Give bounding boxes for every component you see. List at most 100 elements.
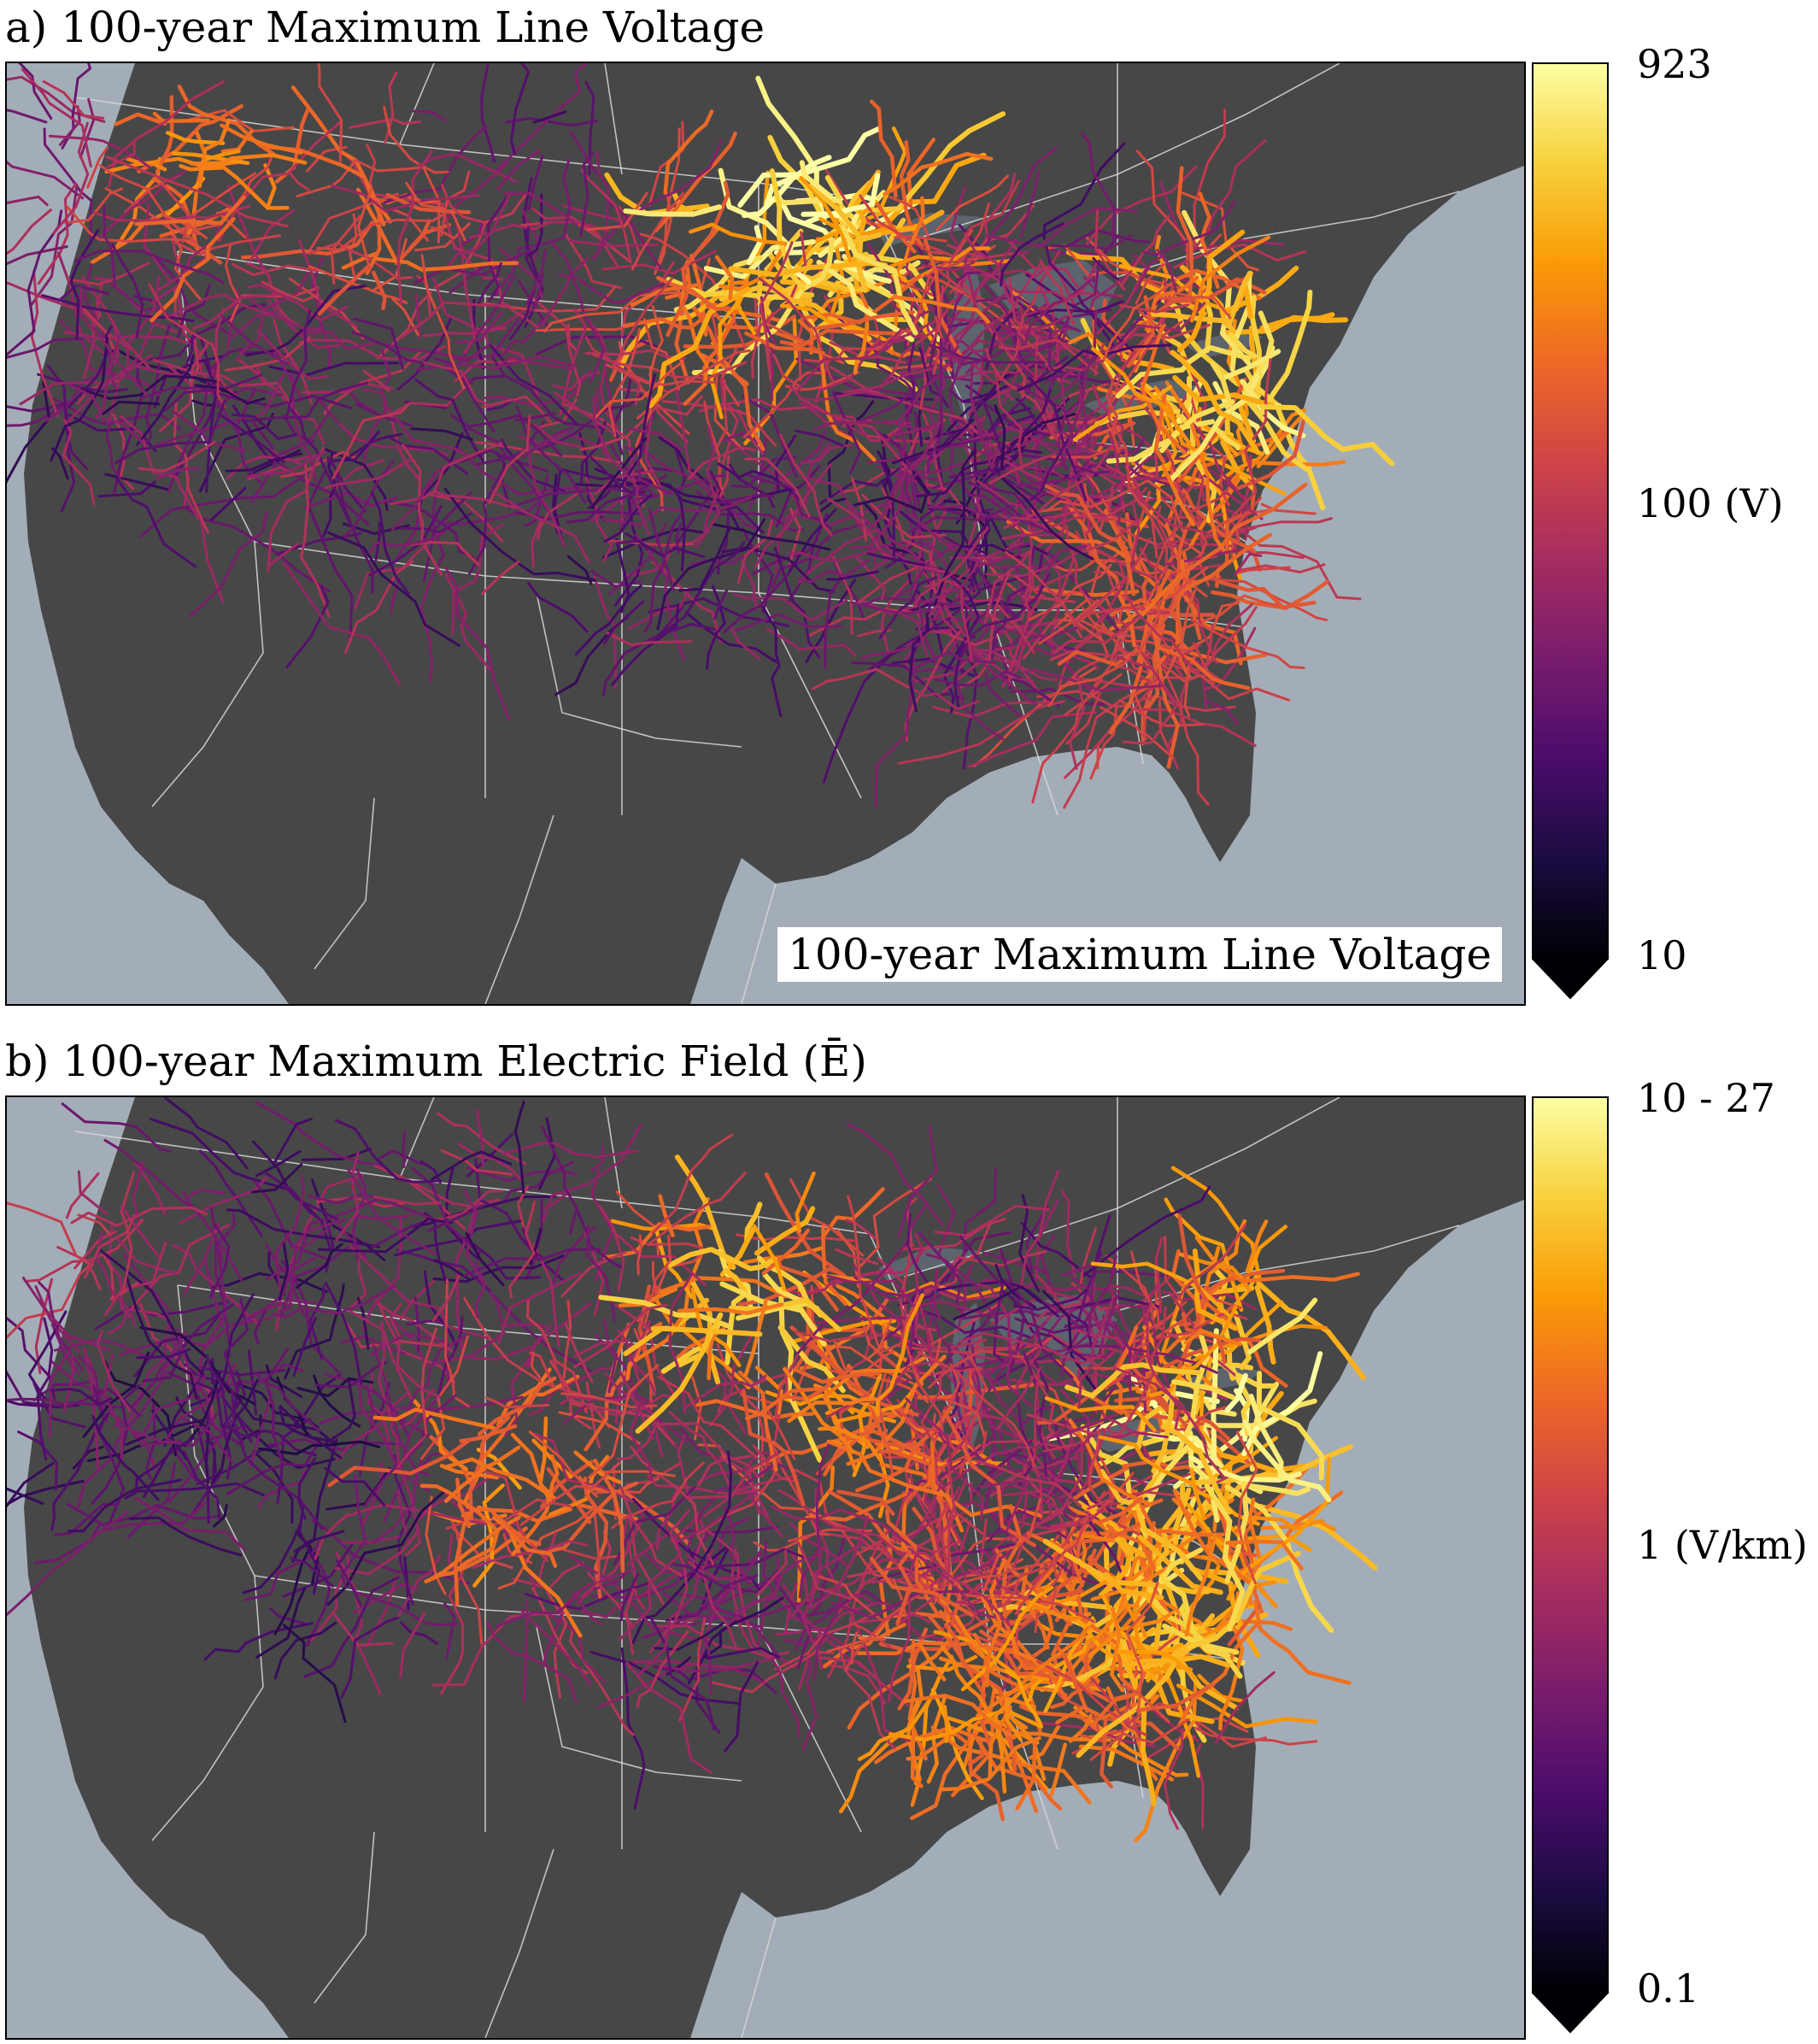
- transmission-line: [450, 414, 563, 457]
- transmission-line: [708, 1334, 753, 1427]
- transmission-line: [574, 1207, 623, 1269]
- transmission-line: [720, 506, 765, 534]
- transmission-line: [1156, 505, 1176, 557]
- transmission-line: [136, 354, 195, 446]
- transmission-line: [951, 1549, 1014, 1580]
- transmission-line: [1163, 482, 1308, 599]
- transmission-line: [587, 1364, 660, 1479]
- transmission-line: [860, 643, 923, 661]
- transmission-line: [713, 407, 739, 489]
- transmission-line: [561, 204, 625, 222]
- transmission-line: [1076, 1501, 1162, 1566]
- transmission-line: [1011, 511, 1076, 521]
- transmission-line: [1118, 699, 1205, 727]
- transmission-line: [7, 1511, 129, 1617]
- transmission-line: [929, 344, 1046, 364]
- transmission-line: [771, 1506, 909, 1546]
- transmission-line: [1147, 1437, 1195, 1499]
- transmission-line: [247, 283, 349, 322]
- transmission-line: [554, 391, 615, 435]
- transmission-line: [836, 261, 904, 304]
- transmission-line: [209, 486, 247, 522]
- transmission-line: [187, 1189, 226, 1199]
- transmission-line: [372, 1389, 409, 1436]
- transmission-line: [625, 1588, 636, 1655]
- transmission-line: [787, 548, 893, 562]
- transmission-line: [67, 325, 113, 408]
- transmission-line: [1054, 1643, 1080, 1691]
- transmission-line: [245, 450, 326, 478]
- transmission-line: [1090, 1261, 1232, 1319]
- transmission-line: [1004, 1278, 1074, 1379]
- transmission-line: [1059, 620, 1135, 690]
- transmission-line: [225, 452, 303, 473]
- transmission-line: [597, 1592, 724, 1709]
- transmission-line: [1116, 539, 1136, 596]
- transmission-line: [340, 1536, 400, 1544]
- transmission-line: [689, 222, 788, 246]
- transmission-line: [1094, 208, 1126, 291]
- transmission-line: [562, 158, 572, 238]
- transmission-line: [981, 1439, 1070, 1450]
- transmission-line: [1057, 414, 1068, 471]
- transmission-line: [443, 1457, 557, 1501]
- transmission-line: [431, 1275, 460, 1322]
- transmission-line: [1235, 1430, 1258, 1585]
- transmission-line: [441, 205, 539, 329]
- transmission-line: [558, 1411, 641, 1445]
- transmission-line: [1004, 1669, 1043, 1726]
- transmission-line: [971, 315, 1068, 353]
- transmission-line: [1176, 229, 1246, 353]
- transmission-line: [918, 1335, 954, 1383]
- transmission-line: [982, 549, 1030, 630]
- transmission-line: [175, 1396, 210, 1483]
- transmission-line: [787, 1532, 830, 1542]
- transmission-line: [1211, 579, 1329, 610]
- transmission-line: [942, 250, 1030, 331]
- transmission-line: [744, 1201, 763, 1242]
- transmission-line: [1069, 471, 1169, 482]
- transmission-line: [635, 533, 686, 661]
- transmission-line: [866, 1318, 893, 1360]
- transmission-line: [594, 1514, 601, 1582]
- transmission-line: [530, 1351, 542, 1379]
- transmission-line: [1094, 342, 1105, 376]
- transmission-line: [1177, 1213, 1209, 1303]
- transmission-line: [713, 589, 728, 620]
- transmission-line: [643, 513, 683, 633]
- transmission-line: [925, 1253, 997, 1320]
- transmission-line: [1173, 1224, 1246, 1305]
- transmission-line: [1214, 1671, 1276, 1744]
- transmission-line: [562, 1300, 572, 1379]
- transmission-line: [341, 251, 378, 270]
- transmission-line: [937, 568, 959, 635]
- transmission-line: [683, 1374, 767, 1410]
- transmission-line: [468, 469, 504, 575]
- transmission-line: [7, 195, 49, 207]
- transmission-line: [21, 1277, 111, 1352]
- transmission-line: [1069, 675, 1085, 770]
- transmission-line: [326, 1490, 445, 1606]
- transmission-line: [813, 1349, 895, 1379]
- transmission-line: [353, 317, 404, 370]
- transmission-line: [985, 1521, 1070, 1583]
- transmission-line: [57, 284, 109, 302]
- transmission-line: [956, 270, 995, 283]
- transmission-line: [1122, 701, 1180, 744]
- transmission-line: [653, 1665, 777, 1695]
- electric-field-colorbar: [1532, 1095, 1609, 2035]
- transmission-line: [764, 126, 883, 207]
- transmission-line: [994, 403, 1006, 469]
- colorbar-gradient: [1532, 62, 1609, 1000]
- transmission-line: [46, 364, 89, 470]
- transmission-line: [1078, 1744, 1174, 1782]
- transmission-line: [1135, 150, 1189, 279]
- transmission-line: [1189, 391, 1217, 523]
- transmission-line: [877, 126, 907, 214]
- transmission-line: [1184, 1533, 1217, 1637]
- transmission-line: [430, 1330, 506, 1366]
- transmission-line: [477, 1374, 580, 1466]
- transmission-line: [1160, 1577, 1243, 1679]
- transmission-line: [755, 1549, 788, 1597]
- transmission-line: [347, 388, 377, 414]
